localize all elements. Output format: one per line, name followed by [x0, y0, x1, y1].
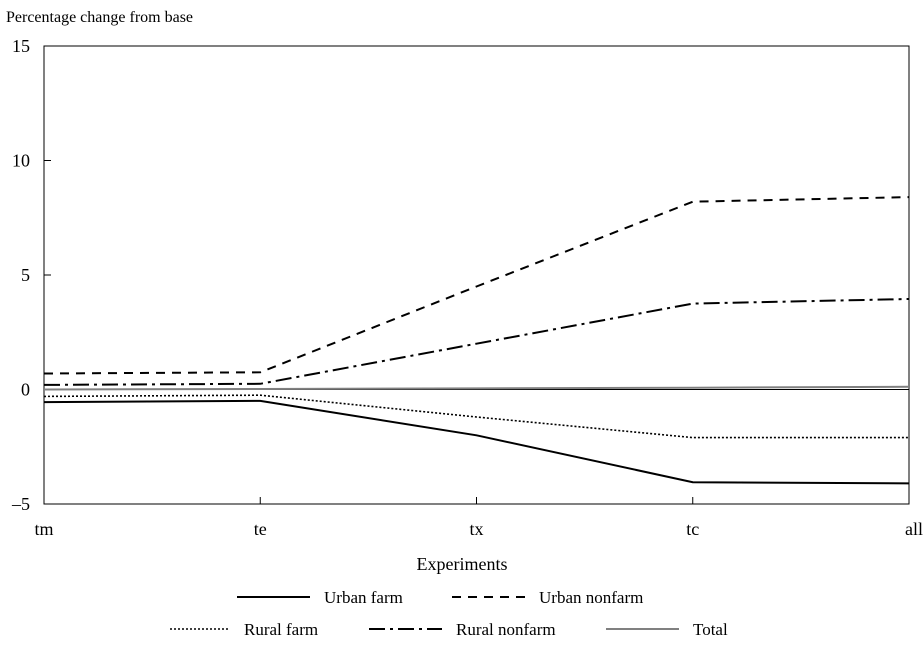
- y-axis-label: Percentage change from base: [6, 9, 193, 26]
- legend-label: Urban nonfarm: [539, 588, 643, 607]
- x-axis-ticks: tm te tx tc all: [34, 497, 923, 539]
- y-tick-label: 10: [12, 151, 30, 171]
- y-tick-label: –5: [11, 494, 30, 514]
- x-tick-label: te: [254, 519, 267, 539]
- x-tick-label: tm: [34, 519, 53, 539]
- y-axis-ticks: –5 0 5 10 15: [11, 36, 51, 514]
- legend-label: Total: [693, 620, 728, 639]
- series-line-urban-farm: [44, 401, 909, 484]
- legend-label: Urban farm: [324, 588, 403, 607]
- x-tick-label: all: [905, 519, 923, 539]
- legend-label: Rural farm: [244, 620, 318, 639]
- legend-label: Rural nonfarm: [456, 620, 556, 639]
- x-tick-label: tx: [469, 519, 483, 539]
- series-line-urban-nonfarm: [44, 197, 909, 373]
- y-tick-label: 5: [21, 265, 30, 285]
- legend: Urban farm Urban nonfarm Rural farm Rural n…: [170, 588, 728, 639]
- y-tick-label: 15: [12, 36, 30, 56]
- y-tick-label: 0: [21, 380, 30, 400]
- series-lines: [44, 197, 909, 483]
- x-axis-label: Experiments: [417, 554, 508, 574]
- x-tick-label: tc: [686, 519, 699, 539]
